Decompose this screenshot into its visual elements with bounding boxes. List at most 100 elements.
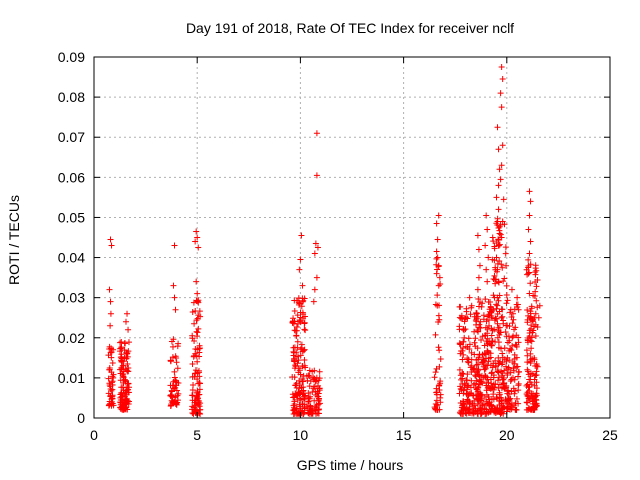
data-point (464, 377, 471, 384)
data-point (498, 361, 505, 368)
data-point (467, 384, 474, 391)
data-point (490, 360, 497, 367)
data-point (531, 323, 538, 330)
data-point (192, 367, 199, 374)
data-point (307, 403, 314, 410)
data-point (503, 358, 510, 365)
data-point (533, 283, 540, 290)
data-point (456, 314, 463, 321)
data-point (514, 294, 521, 301)
data-point (490, 396, 497, 403)
data-point (491, 276, 498, 283)
data-point (498, 64, 505, 71)
data-point (534, 324, 541, 331)
data-point (194, 376, 201, 383)
data-point (196, 380, 203, 387)
data-point (432, 406, 439, 413)
data-point (106, 286, 113, 293)
data-point (475, 361, 482, 368)
data-point (525, 256, 532, 263)
data-point (488, 312, 495, 319)
data-point (513, 343, 520, 350)
data-point (302, 327, 309, 334)
data-point (300, 311, 307, 318)
data-point (314, 244, 321, 251)
data-point (458, 376, 465, 383)
data-point (311, 383, 318, 390)
data-point (315, 395, 322, 402)
data-point (108, 379, 115, 386)
data-point (527, 337, 534, 344)
data-point (316, 385, 323, 392)
data-point (493, 194, 500, 201)
data-point (456, 340, 463, 347)
data-point (121, 340, 128, 347)
data-point (196, 342, 203, 349)
data-point (299, 282, 306, 289)
data-point (496, 258, 503, 265)
data-point (515, 380, 522, 387)
data-point (510, 365, 517, 372)
data-point (173, 387, 180, 394)
data-point (435, 312, 442, 319)
data-point (294, 338, 301, 345)
data-point (433, 220, 440, 227)
data-point (460, 390, 467, 397)
data-point (515, 373, 522, 380)
x-tick-label: 20 (499, 427, 515, 443)
data-point (503, 282, 510, 289)
data-point (524, 399, 531, 406)
data-point (535, 314, 542, 321)
data-point (293, 333, 300, 340)
data-point (108, 345, 115, 352)
data-point (496, 381, 503, 388)
data-point (297, 319, 304, 326)
data-point (508, 400, 515, 407)
data-point (474, 232, 481, 239)
data-point (117, 339, 124, 346)
data-point (497, 176, 504, 183)
data-point (528, 390, 535, 397)
data-point (515, 306, 522, 313)
data-point (497, 409, 504, 416)
plot-frame (93, 56, 611, 419)
data-point (195, 312, 202, 319)
data-point (481, 358, 488, 365)
data-point (499, 142, 506, 149)
data-point (494, 302, 501, 309)
data-point (122, 396, 129, 403)
data-point (499, 264, 506, 271)
data-point (495, 224, 502, 231)
data-point (478, 378, 485, 385)
data-point (470, 381, 477, 388)
data-point (434, 302, 441, 309)
data-point (523, 390, 530, 397)
data-point (508, 346, 515, 353)
data-point (498, 400, 505, 407)
data-point (297, 352, 304, 359)
data-point (436, 347, 443, 354)
data-point (468, 377, 475, 384)
data-point (195, 410, 202, 417)
x-tick-label: 10 (293, 427, 309, 443)
data-point (435, 344, 442, 351)
data-point (494, 218, 501, 225)
y-tick-label: 0.02 (58, 330, 85, 346)
data-point (509, 374, 516, 381)
data-point (465, 406, 472, 413)
data-point (299, 407, 306, 414)
data-point (494, 124, 501, 131)
data-point (505, 365, 512, 372)
data-point (107, 322, 114, 329)
data-point (435, 212, 442, 219)
data-point (496, 166, 503, 173)
data-point (189, 309, 196, 316)
data-point (501, 275, 508, 282)
data-point (296, 266, 303, 273)
data-point (189, 373, 196, 380)
data-point (526, 315, 533, 322)
data-point (504, 405, 511, 412)
data-point (457, 385, 464, 392)
data-point (459, 356, 466, 363)
